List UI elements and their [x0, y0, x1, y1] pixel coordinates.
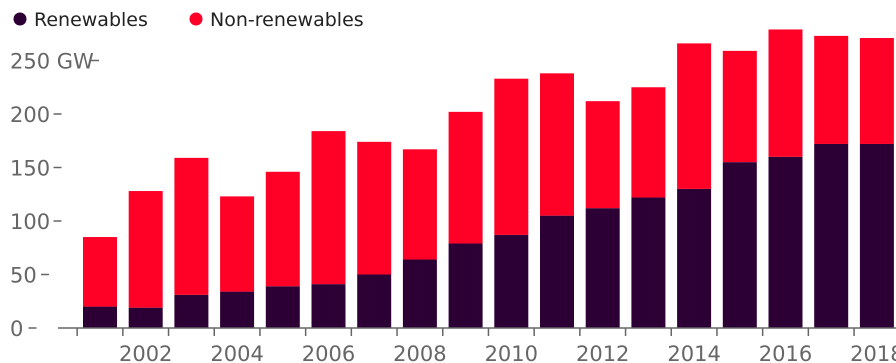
bar-non-renewables-2003: [174, 157, 209, 295]
bar-non-renewables-2018: [859, 38, 894, 144]
bar-renewables-2015: [722, 162, 757, 328]
bar-non-renewables-2012: [585, 101, 620, 209]
bar-renewables-2013: [631, 197, 666, 328]
x-tick-label: 2016: [759, 342, 812, 363]
x-tick-label: 2004: [210, 342, 263, 363]
bar-renewables-2001: [83, 306, 117, 328]
legend-marker-non-renewables: [189, 12, 203, 26]
legend-marker-renewables: [13, 12, 27, 26]
bar-renewables-2017: [814, 143, 849, 328]
bar-renewables-2016: [768, 156, 803, 328]
y-axis: 0 50 100 150 200 250 GW: [10, 50, 99, 341]
bar-renewables-2003: [174, 294, 209, 328]
x-tick-label: 2002: [119, 342, 172, 363]
legend-label-non-renewables: Non-renewables: [210, 9, 364, 31]
bar-renewables-2004: [220, 291, 255, 328]
bar-non-renewables-2013: [631, 87, 666, 198]
bar-non-renewables-2006: [311, 131, 346, 285]
x-tick-label: 2012: [576, 342, 629, 363]
bar-non-renewables-2002: [128, 191, 163, 308]
bar-non-renewables-2008: [402, 149, 437, 260]
legend-label-renewables: Renewables: [34, 9, 148, 31]
bar-non-renewables-2016: [768, 29, 803, 157]
bar-renewables-2009: [448, 243, 483, 328]
y-tick-label: 50: [10, 264, 37, 288]
bar-renewables-2005: [265, 286, 300, 328]
bar-non-renewables-2004: [220, 196, 255, 292]
x-tick-label: 2018: [850, 342, 896, 363]
bar-non-renewables-2017: [814, 35, 849, 144]
x-tick-label: 2008: [393, 342, 446, 363]
bar-non-renewables-2015: [722, 50, 757, 163]
y-tick-label: 0: [10, 317, 23, 341]
bar-renewables-2018: [859, 143, 894, 328]
y-tick-label: 100: [10, 210, 50, 234]
bar-non-renewables-2005: [265, 171, 300, 287]
x-tick-label: 2014: [667, 342, 720, 363]
bar-renewables-2014: [677, 188, 712, 328]
bar-non-renewables-2007: [357, 141, 392, 275]
bar-non-renewables-2001: [83, 237, 117, 307]
bar-non-renewables-2014: [677, 43, 712, 189]
bar-non-renewables-2009: [448, 111, 483, 244]
bar-renewables-2012: [585, 208, 620, 328]
bar-renewables-2006: [311, 284, 346, 328]
bars: [83, 29, 894, 328]
bar-non-renewables-2011: [540, 73, 574, 216]
bar-renewables-2011: [540, 215, 574, 328]
bar-renewables-2007: [357, 274, 392, 328]
bar-renewables-2008: [402, 259, 437, 328]
y-tick-label: 150: [10, 157, 50, 181]
x-axis: 2002 2004 2006 2008 2010 2012 2014 2016 2018: [58, 327, 896, 363]
x-tick-label: 2010: [485, 342, 538, 363]
bar-renewables-2010: [494, 234, 529, 328]
y-tick-label: 250 GW: [10, 50, 94, 74]
bar-non-renewables-2010: [494, 78, 529, 235]
y-tick-label: 200: [10, 103, 50, 127]
x-tick-label: 2006: [302, 342, 355, 363]
bar-renewables-2002: [128, 307, 163, 328]
legend: Renewables Non-renewables: [13, 9, 364, 31]
